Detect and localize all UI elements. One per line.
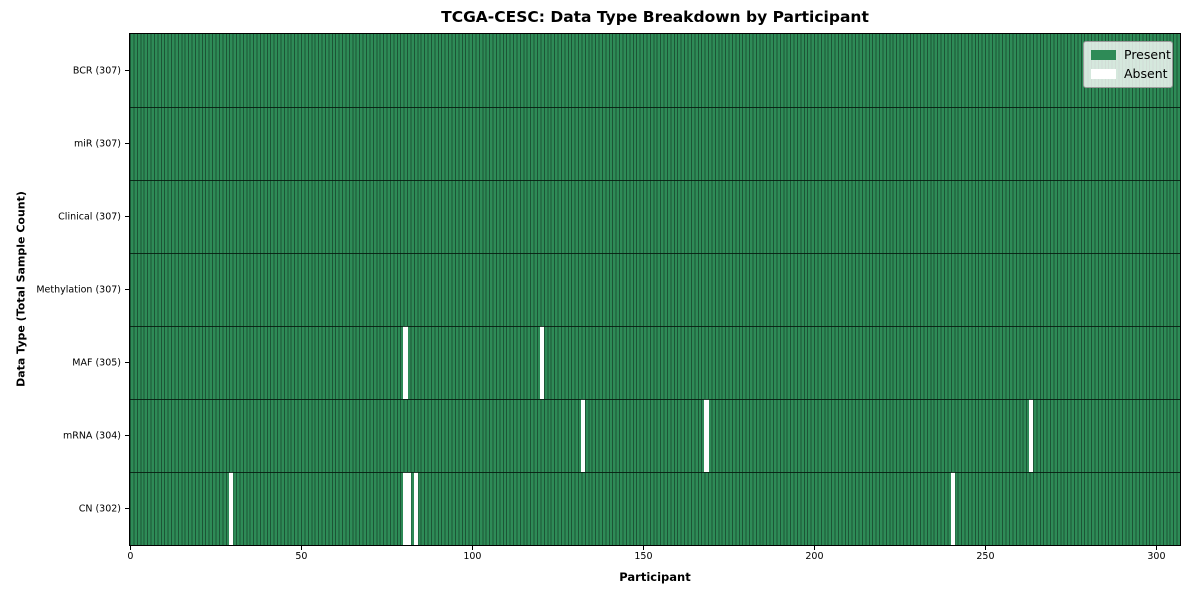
absent-stripe-mRNA-132 <box>581 399 586 472</box>
x-tick-label-100: 100 <box>463 551 482 562</box>
absent-stripe-mRNA-263 <box>1029 399 1034 472</box>
legend-label-present: Present <box>1124 47 1171 62</box>
x-tick-label-300: 300 <box>1147 551 1166 562</box>
absent-swatch-icon <box>1091 69 1116 79</box>
x-tick-label-0: 0 <box>127 551 134 562</box>
absent-stripe-mRNA-168 <box>704 399 709 472</box>
y-tick-mark <box>125 216 129 218</box>
mesh-row-CN <box>130 472 1180 545</box>
x-tick-mark <box>472 546 474 550</box>
x-tick-label-250: 250 <box>976 551 995 562</box>
plot-area: Present Absent <box>129 33 1181 546</box>
mesh-row-MAF <box>130 326 1180 399</box>
y-tick-label-Clinical: Clinical (307) <box>58 211 121 223</box>
y-tick-label-Methylation: Methylation (307) <box>36 284 121 296</box>
y-tick-mark <box>125 362 129 364</box>
present-swatch-icon <box>1091 50 1116 60</box>
row-divider <box>130 398 1180 400</box>
row-divider <box>130 179 1180 181</box>
x-tick-mark <box>814 546 816 550</box>
mesh-row-BCR <box>130 34 1180 107</box>
legend-item-absent: Absent <box>1091 67 1168 81</box>
x-tick-mark <box>985 546 987 550</box>
y-tick-mark <box>125 508 129 510</box>
absent-stripe-MAF-120 <box>540 326 545 399</box>
legend-label-absent: Absent <box>1124 66 1168 81</box>
x-tick-mark <box>1156 546 1158 550</box>
mesh-row-Clinical <box>130 180 1180 253</box>
y-tick-label-CN: CN (302) <box>78 503 121 515</box>
y-tick-mark <box>125 289 129 291</box>
x-tick-label-150: 150 <box>634 551 653 562</box>
absent-stripe-CN-81 <box>406 472 411 545</box>
absent-stripe-CN-240 <box>950 472 955 545</box>
legend: Present Absent <box>1083 41 1173 88</box>
absent-stripe-CN-80 <box>403 472 408 545</box>
x-tick-mark <box>301 546 303 550</box>
y-tick-mark <box>125 70 129 72</box>
row-divider <box>130 252 1180 254</box>
absent-stripe-MAF-80 <box>403 326 408 399</box>
mesh-row-miR <box>130 107 1180 180</box>
x-axis-label: Participant <box>619 570 691 584</box>
x-tick-label-50: 50 <box>295 551 308 562</box>
absent-stripe-CN-29 <box>228 472 234 545</box>
y-tick-label-BCR: BCR (307) <box>72 65 121 77</box>
row-divider <box>130 471 1180 473</box>
absent-stripe-CN-83 <box>413 472 418 545</box>
y-tick-label-MAF: MAF (305) <box>72 357 121 369</box>
x-tick-mark <box>130 546 132 550</box>
mesh-row-Methylation <box>130 253 1180 326</box>
y-tick-label-miR: miR (307) <box>73 138 121 150</box>
legend-item-present: Present <box>1091 48 1171 62</box>
x-tick-label-200: 200 <box>805 551 824 562</box>
y-tick-label-mRNA: mRNA (304) <box>62 430 121 442</box>
chart-title: TCGA-CESC: Data Type Breakdown by Partic… <box>441 8 869 26</box>
mesh-row-mRNA <box>130 399 1180 472</box>
row-divider <box>130 325 1180 327</box>
x-tick-mark <box>643 546 645 550</box>
y-tick-mark <box>125 143 129 145</box>
y-tick-mark <box>125 435 129 437</box>
row-divider <box>130 106 1180 108</box>
